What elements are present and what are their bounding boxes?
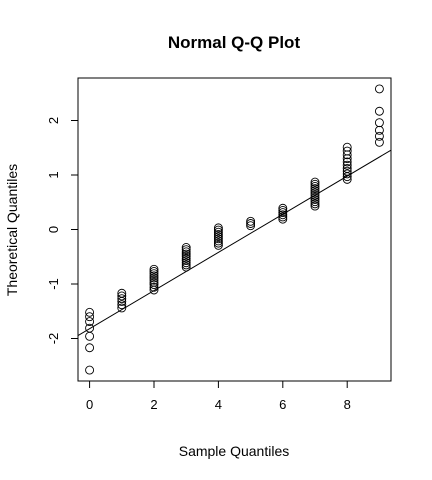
data-point — [374, 131, 384, 141]
data-point — [181, 258, 191, 268]
data-point — [149, 275, 159, 285]
plot-area: 0 2 4 6 8 -2 -1 0 1 2 — [46, 77, 392, 412]
data-point — [278, 210, 288, 220]
data-point — [149, 280, 159, 289]
data-point — [117, 303, 127, 313]
data-point — [342, 166, 352, 176]
data-point — [85, 323, 95, 333]
data-point — [310, 201, 320, 211]
x-axis-label: Sample Quantiles — [179, 443, 290, 459]
data-point — [85, 307, 95, 317]
data-point — [181, 253, 191, 263]
data-point — [310, 177, 320, 187]
x-tick-label: 4 — [215, 397, 222, 412]
data-point — [85, 365, 95, 375]
data-point — [246, 219, 256, 228]
data-point — [117, 291, 127, 301]
data-point — [310, 190, 320, 200]
data-point — [149, 273, 159, 283]
chart-title: Normal Q-Q Plot — [168, 33, 301, 52]
data-point — [310, 192, 320, 202]
data-point — [213, 229, 223, 239]
data-point — [117, 288, 127, 298]
data-point — [181, 243, 191, 252]
data-point — [342, 146, 352, 156]
data-point — [85, 317, 95, 327]
y-axis-label: Theoretical Quantiles — [4, 164, 20, 296]
data-point — [278, 205, 288, 215]
data-point — [342, 169, 352, 179]
data-point — [278, 212, 288, 222]
data-point — [310, 188, 320, 198]
data-point — [85, 343, 95, 353]
data-point — [181, 245, 191, 255]
data-point — [181, 251, 191, 261]
data-point — [149, 277, 159, 287]
y-tick-label: 1 — [46, 171, 61, 178]
x-tick-label: 2 — [150, 397, 157, 412]
data-point — [310, 195, 320, 204]
data-point — [149, 271, 159, 281]
plot-frame — [77, 77, 392, 382]
data-point — [213, 238, 223, 248]
data-point — [149, 269, 159, 279]
data-point — [149, 264, 159, 274]
data-point — [117, 300, 127, 310]
y-tick-label: -1 — [46, 278, 61, 290]
data-point — [342, 164, 352, 173]
x-tick-label: 6 — [279, 397, 286, 412]
data-point — [213, 234, 223, 244]
data-point — [85, 312, 95, 322]
data-point — [149, 282, 159, 292]
x-tick-label: 8 — [344, 397, 351, 412]
y-tick-label: -2 — [46, 333, 61, 345]
data-point — [374, 125, 384, 135]
data-point — [213, 223, 223, 233]
data-point — [342, 142, 352, 152]
data-point — [374, 137, 384, 147]
data-point — [310, 184, 320, 194]
data-point — [181, 256, 191, 266]
data-point — [374, 106, 384, 116]
x-tick-label: 0 — [86, 397, 93, 412]
data-point — [310, 199, 320, 209]
data-point — [278, 208, 288, 218]
data-point — [374, 84, 384, 94]
data-point — [181, 247, 191, 257]
data-point — [213, 227, 223, 237]
data-point — [374, 118, 384, 128]
data-point — [246, 216, 256, 226]
data-point — [213, 240, 223, 250]
y-tick-label: 0 — [46, 226, 61, 233]
data-point — [310, 197, 320, 207]
data-point — [278, 214, 288, 224]
data-point — [85, 331, 95, 341]
data-point — [181, 262, 191, 272]
data-point — [213, 232, 223, 242]
data-point — [278, 203, 288, 213]
data-point — [342, 157, 352, 167]
data-point — [181, 249, 191, 259]
data-point — [117, 294, 127, 304]
data-point — [246, 221, 256, 231]
y-tick-label: 2 — [46, 117, 61, 124]
data-point — [310, 179, 320, 189]
data-point — [213, 236, 223, 246]
data-point — [149, 267, 159, 276]
qq-reference-line — [78, 149, 391, 336]
data-point — [342, 160, 352, 170]
data-point — [213, 225, 223, 235]
data-point — [181, 260, 191, 270]
data-point — [310, 181, 320, 191]
data-point — [310, 186, 320, 196]
